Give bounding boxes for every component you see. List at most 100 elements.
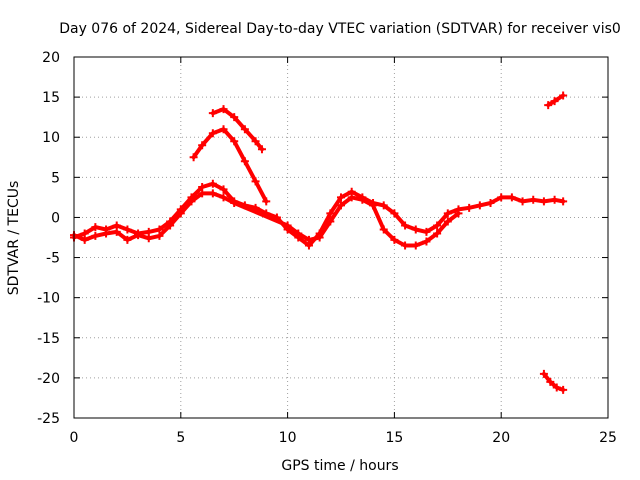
- data-point: [401, 221, 410, 230]
- data-point: [422, 227, 431, 236]
- x-tick-label: 0: [70, 430, 79, 446]
- data-point: [208, 109, 217, 118]
- series-arc-d: [208, 105, 266, 154]
- data-point: [390, 235, 399, 244]
- data-point: [189, 153, 198, 162]
- data-point: [539, 197, 548, 206]
- data-point: [198, 141, 207, 150]
- x-axis-label: GPS time / hours: [281, 458, 398, 474]
- data-point: [187, 197, 196, 206]
- y-tick-label: -20: [37, 371, 60, 387]
- data-point: [379, 201, 388, 210]
- chart-title: Day 076 of 2024, Sidereal Day-to-day VTE…: [59, 21, 621, 37]
- data-point: [369, 201, 378, 210]
- x-tick-label: 10: [279, 430, 297, 446]
- series-arc-f: [539, 369, 568, 394]
- data-point: [315, 233, 324, 242]
- data-point: [529, 195, 538, 204]
- data-point: [166, 221, 175, 230]
- y-tick-label: 0: [51, 210, 60, 226]
- x-tick-label: 20: [492, 430, 510, 446]
- data-point: [251, 177, 260, 186]
- y-tick-label: -25: [37, 411, 60, 427]
- data-point: [80, 235, 89, 244]
- data-point: [539, 369, 548, 378]
- x-tick-label: 5: [176, 430, 185, 446]
- data-point: [134, 231, 143, 240]
- data-point: [443, 217, 452, 226]
- data-point: [230, 137, 239, 146]
- data-point: [251, 137, 260, 146]
- data-point: [559, 197, 568, 206]
- y-axis-label: SDTVAR / TECUs: [6, 181, 22, 296]
- plot-frame: [73, 56, 609, 419]
- data-point: [208, 179, 217, 188]
- series-trace: [541, 371, 566, 392]
- data-point: [112, 227, 121, 236]
- data-point: [326, 217, 335, 226]
- data-point: [518, 197, 527, 206]
- data-point: [294, 229, 303, 238]
- data-point: [507, 193, 516, 202]
- data-point: [552, 383, 561, 392]
- data-point: [176, 209, 185, 218]
- data-point: [326, 209, 335, 218]
- data-point: [123, 235, 132, 244]
- data-point: [347, 193, 356, 202]
- data-point: [544, 101, 553, 110]
- data-point: [240, 157, 249, 166]
- x-tick-label: 15: [385, 430, 403, 446]
- data-point: [198, 189, 207, 198]
- x-tick-label: 25: [599, 430, 617, 446]
- data-point: [475, 201, 484, 210]
- data-point: [433, 229, 442, 238]
- data-point: [144, 234, 153, 243]
- data-point: [219, 125, 228, 134]
- y-tick-label: -5: [46, 251, 60, 267]
- data-point: [401, 241, 410, 250]
- data-point: [337, 201, 345, 210]
- data-point: [208, 189, 217, 198]
- data-point: [422, 237, 431, 246]
- data-points: [70, 91, 568, 394]
- data-point: [337, 193, 345, 202]
- data-point: [443, 209, 452, 218]
- data-point: [230, 113, 239, 122]
- data-point: [219, 185, 228, 194]
- y-tick-label: 20: [42, 50, 60, 66]
- data-point: [240, 125, 249, 134]
- data-point: [465, 203, 474, 212]
- data-point: [546, 377, 555, 386]
- data-point: [559, 91, 568, 100]
- data-point: [550, 195, 559, 204]
- data-point: [486, 199, 495, 208]
- series-arc-c: [189, 125, 271, 206]
- data-point: [304, 235, 313, 244]
- data-point: [123, 225, 132, 234]
- data-point: [257, 145, 266, 154]
- data-point: [283, 221, 292, 230]
- data-point: [411, 241, 420, 250]
- series-arc-e: [544, 91, 568, 110]
- data-point: [91, 223, 100, 232]
- data-point: [155, 231, 164, 240]
- data-point: [550, 97, 559, 106]
- data-point: [91, 231, 100, 240]
- data-point: [379, 225, 388, 234]
- axis-ticks: 0 5 10 15 20 25 -25 -20 -15 -10 -5 0 5 10 15 20: [37, 50, 617, 446]
- data-point: [219, 193, 228, 202]
- y-tick-label: 5: [51, 170, 60, 186]
- series-arc-b: [70, 189, 463, 250]
- data-point: [559, 385, 568, 394]
- data-point: [433, 221, 442, 230]
- y-tick-label: -15: [37, 331, 60, 347]
- y-tick-label: 15: [42, 90, 60, 106]
- series-trace: [191, 127, 269, 204]
- data-point: [208, 129, 217, 138]
- data-point: [454, 209, 463, 218]
- data-point: [411, 225, 420, 234]
- y-tick-label: -10: [37, 291, 60, 307]
- data-point: [230, 199, 239, 208]
- y-tick-label: 10: [42, 130, 60, 146]
